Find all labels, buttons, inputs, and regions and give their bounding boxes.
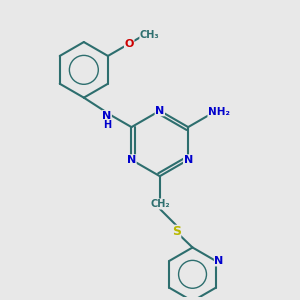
Text: O: O bbox=[124, 39, 134, 49]
Text: H: H bbox=[103, 120, 111, 130]
Text: N: N bbox=[155, 106, 164, 116]
Text: N: N bbox=[214, 256, 224, 266]
Text: S: S bbox=[172, 225, 181, 238]
Text: N: N bbox=[102, 111, 111, 121]
Text: N: N bbox=[127, 155, 136, 165]
Text: CH₂: CH₂ bbox=[150, 199, 170, 209]
Text: NH₂: NH₂ bbox=[208, 107, 230, 117]
Text: CH₃: CH₃ bbox=[140, 30, 160, 40]
Text: N: N bbox=[184, 155, 193, 165]
